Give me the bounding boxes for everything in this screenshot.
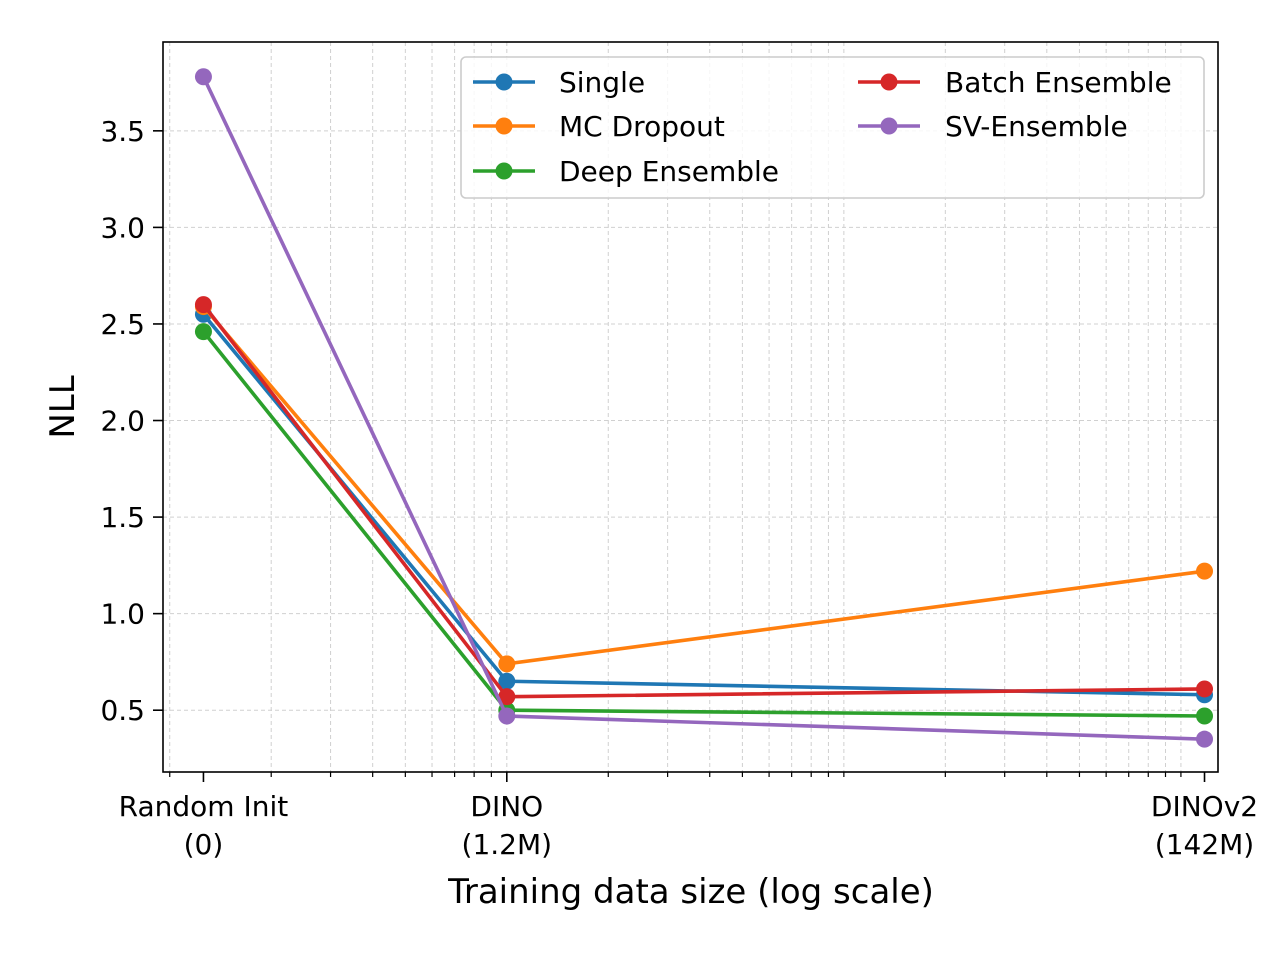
- axis-ticks: Random Init (0) DINO (1.2M) DINOv2 (142M) 0.5 1…: [100, 115, 1258, 861]
- data-point: [498, 655, 516, 673]
- legend-label: Deep Ensemble: [559, 155, 779, 188]
- x-tick-sublabel: (1.2M): [462, 828, 553, 861]
- series-sv-ensemble: [194, 68, 1214, 748]
- y-tick-label: 1.5: [100, 501, 145, 534]
- x-tick-label: Random Init: [119, 790, 289, 823]
- data-point: [1196, 680, 1214, 698]
- y-tick-label: 3.5: [100, 115, 145, 148]
- data-point: [498, 688, 516, 706]
- y-axis-title: NLL: [43, 375, 83, 438]
- data-point: [498, 672, 516, 690]
- legend-item: SV-Ensemble: [858, 110, 1128, 143]
- data-point: [1196, 730, 1214, 748]
- x-tick-label: DINO: [470, 790, 543, 823]
- x-axis-title: Training data size (log scale): [447, 872, 934, 912]
- legend-swatch-marker: [495, 117, 513, 135]
- legend-label: MC Dropout: [559, 110, 725, 143]
- legend-swatch-marker: [880, 117, 898, 135]
- legend-swatch-marker: [880, 73, 898, 91]
- legend-label: Batch Ensemble: [945, 66, 1172, 99]
- legend: Single MC Dropout Deep Ensemble Batch Ensem…: [460, 56, 1205, 199]
- series-batch-ensemble: [194, 296, 1214, 706]
- legend-label: Single: [559, 66, 645, 99]
- legend-item: Deep Ensemble: [473, 155, 779, 188]
- data-point: [194, 296, 212, 314]
- y-tick-label: 0.5: [100, 694, 145, 727]
- y-tick-label: 2.0: [100, 405, 145, 438]
- legend-item: Single: [473, 66, 645, 99]
- legend-swatch-marker: [495, 73, 513, 91]
- x-tick-label: DINOv2: [1151, 790, 1258, 823]
- legend-label: SV-Ensemble: [945, 110, 1128, 143]
- x-tick-sublabel: (0): [184, 828, 224, 861]
- y-tick-label: 3.0: [100, 211, 145, 244]
- data-point: [194, 323, 212, 341]
- legend-frame: [460, 56, 1205, 199]
- data-point: [194, 68, 212, 86]
- x-tick-sublabel: (142M): [1155, 828, 1254, 861]
- plot-frame: [162, 41, 1219, 773]
- y-tick-label: 2.5: [100, 308, 145, 341]
- legend-item: MC Dropout: [473, 110, 725, 143]
- legend-item: Batch Ensemble: [858, 66, 1172, 99]
- series-lines: [194, 68, 1214, 748]
- data-point: [1196, 562, 1214, 580]
- y-tick-label: 1.0: [100, 598, 145, 631]
- data-point: [498, 707, 516, 725]
- legend-swatch-marker: [495, 162, 513, 180]
- data-point: [1196, 707, 1214, 725]
